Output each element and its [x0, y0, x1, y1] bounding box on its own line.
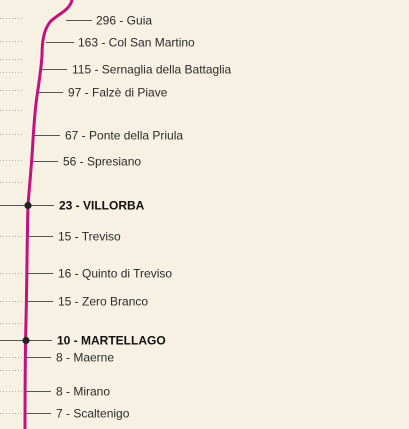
place-label: 56 - Spresiano — [63, 155, 141, 169]
place-label: 296 - Guia — [96, 14, 152, 28]
place-quinto-di-treviso: 16 - Quinto di Treviso — [27, 267, 172, 281]
place-label: 16 - Quinto di Treviso — [58, 267, 172, 281]
grid-rules — [0, 18, 22, 414]
place-label: 23 - VILLORBA — [59, 199, 145, 213]
place-guia: 296 - Guia — [66, 14, 152, 28]
town-marker — [22, 336, 30, 345]
place-mirano: 8 - Mirano — [25, 385, 110, 399]
place-villorba: 23 - VILLORBA — [0, 199, 145, 213]
place-spresiano: 56 - Spresiano — [33, 155, 141, 169]
place-martellago: 10 - MARTELLAGO — [0, 334, 166, 348]
place-scaltenigo: 7 - Scaltenigo — [25, 407, 130, 421]
place-label: 163 - Col San Martino — [78, 36, 195, 50]
place-label: 115 - Sernaglia della Battaglia — [72, 63, 232, 77]
place-labels: 296 - Guia 163 - Col San Martino 115 - Ser… — [0, 14, 232, 421]
place-label: 15 - Treviso — [58, 230, 121, 244]
place-label: 7 - Scaltenigo — [56, 407, 130, 421]
place-zero-branco: 15 - Zero Branco — [27, 295, 148, 309]
place-sernaglia-della-battaglia: 115 - Sernaglia della Battaglia — [41, 63, 232, 77]
place-label: 67 - Ponte della Priula — [65, 129, 183, 143]
place-label: 8 - Maerne — [56, 351, 114, 365]
place-ponte-della-priula: 67 - Ponte della Priula — [34, 129, 183, 143]
place-label: 15 - Zero Branco — [58, 295, 148, 309]
route-line — [23, 0, 74, 429]
town-marker — [24, 201, 32, 210]
place-col-san-martino: 163 - Col San Martino — [46, 36, 195, 50]
place-falz-di-piave: 97 - Falzè di Piave — [38, 86, 168, 100]
place-label: 97 - Falzè di Piave — [68, 86, 168, 100]
place-treviso: 15 - Treviso — [27, 230, 121, 244]
place-maerne: 8 - Maerne — [26, 351, 114, 365]
place-label: 8 - Mirano — [56, 385, 110, 399]
place-label: 10 - MARTELLAGO — [57, 334, 166, 348]
